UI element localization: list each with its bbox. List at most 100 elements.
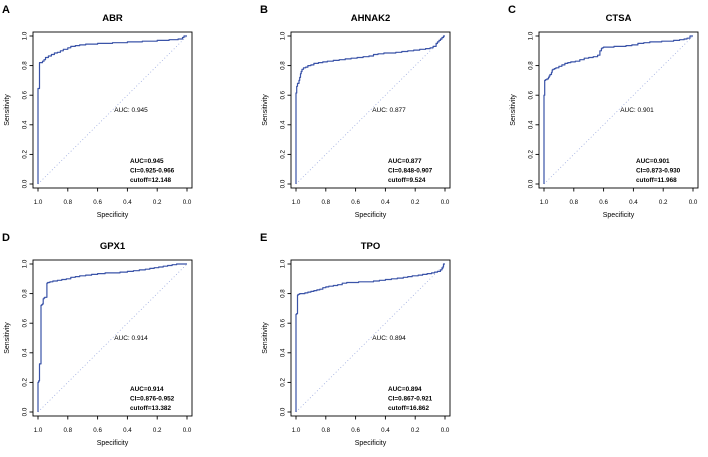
plot-box [290,31,451,189]
y-axis-tick-label: 0.2 [528,150,535,159]
x-axis-tick-label: 1.0 [34,427,43,434]
y-axis-tick-label: 1.0 [22,31,29,40]
y-axis-tick-label: 0.6 [528,90,535,99]
x-axis-tick-label: 0.8 [321,199,330,206]
roc-panel-a: A ABR 1.0 0.8 0.6 0.4 0.2 0.0 0.0 0.2 0.4 0.6 0.8 1.0… [0,0,203,229]
x-axis-tick-label: 0.4 [381,199,390,206]
stats-line: cutoff=11.968 [636,177,677,184]
x-axis-tick-label: 0.0 [183,199,192,206]
y-axis-tick-label: 1.0 [280,31,287,40]
stats-line: CI=0.873-0.930 [636,168,681,175]
x-axis-tick-label: 0.6 [93,199,102,206]
x-axis-tick-label: 0.8 [569,199,578,206]
y-axis-label: Sensitivity [262,94,269,126]
stats-line: cutoff=9.524 [388,177,426,184]
y-axis-tick-label: 0.6 [280,90,287,99]
x-axis-label: Specificity [97,212,129,219]
stats-line: AUC=0.945 [130,158,164,165]
y-axis-tick-label: 0.2 [280,378,287,387]
x-axis-label: Specificity [355,440,387,447]
x-axis-tick-label: 0.4 [629,199,638,206]
roc-curve [37,35,187,184]
x-axis-tick-label: 0.0 [441,427,450,434]
panel-letter: C [508,4,516,16]
roc-chart-svg: E TPO 1.0 0.8 0.6 0.4 0.2 0.0 0.0 0.2 0.4 0.6 0.8 1.0… [260,232,451,447]
y-axis-tick-label: 0.6 [22,318,29,327]
x-axis-tick-label: 0.6 [351,427,360,434]
roc-chart-svg: D GPX1 1.0 0.8 0.6 0.4 0.2 0.0 0.0 0.2 0.4 0.6 0.8 1.… [2,232,193,447]
y-axis-tick-label: 0.4 [528,120,535,129]
stats-line: CI=0.867-0.921 [388,396,433,403]
y-axis-tick-label: 1.0 [528,31,535,40]
x-axis-tick-label: 0.2 [659,199,668,206]
plot-box [290,259,451,417]
roc-curve [295,35,445,184]
panel-title: CTSA [606,13,632,24]
y-axis-tick-label: 0.6 [280,318,287,327]
stats-line: cutoff=12.148 [130,177,171,184]
auc-annotation: AUC: 0.894 [372,335,406,342]
y-axis-label: Sensitivity [4,322,11,354]
y-axis-tick-label: 0.2 [280,150,287,159]
y-axis-tick-label: 0.8 [22,61,29,70]
panel-title: AHNAK2 [351,13,391,24]
x-axis-tick-label: 0.8 [321,427,330,434]
y-axis-tick-label: 0.0 [22,179,29,188]
diagonal-reference-line [295,35,446,185]
roc-panel-c: C CTSA 1.0 0.8 0.6 0.4 0.2 0.0 0.0 0.2 0.4 0.6 0.8 1.… [506,0,708,229]
y-axis-tick-label: 0.8 [280,61,287,70]
stats-line: cutoff=13.382 [130,405,171,412]
x-axis-tick-label: 0.2 [411,199,420,206]
auc-annotation: AUC: 0.877 [372,107,406,114]
x-axis-tick-label: 1.0 [292,427,301,434]
panel-title: GPX1 [100,241,126,252]
stats-line: AUC=0.894 [388,386,422,393]
y-axis-tick-label: 0.0 [280,407,287,416]
x-axis-tick-label: 0.6 [351,199,360,206]
auc-annotation: AUC: 0.901 [620,107,654,114]
y-axis-tick-label: 0.8 [22,289,29,298]
roc-panel-e: E TPO 1.0 0.8 0.6 0.4 0.2 0.0 0.0 0.2 0.4 0.6 0.8 1.0… [258,228,461,457]
stats-line: cutoff=16.862 [388,405,429,412]
roc-chart-svg: A ABR 1.0 0.8 0.6 0.4 0.2 0.0 0.0 0.2 0.4 0.6 0.8 1.0… [2,4,193,219]
auc-annotation: AUC: 0.914 [114,335,148,342]
y-axis-tick-label: 0.6 [22,90,29,99]
x-axis-label: Specificity [355,212,387,219]
stats-line: AUC=0.877 [388,158,422,165]
x-axis-tick-label: 1.0 [292,199,301,206]
roc-panel-b: B AHNAK2 1.0 0.8 0.6 0.4 0.2 0.0 0.0 0.2 0.4 0.6 0.8… [258,0,461,229]
x-axis-tick-label: 0.2 [153,427,162,434]
stats-line: AUC=0.901 [636,158,670,165]
x-axis-tick-label: 0.4 [381,427,390,434]
y-axis-tick-label: 0.8 [528,61,535,70]
roc-curve [295,263,445,412]
panel-letter: E [260,232,267,244]
plot-box [32,259,193,417]
y-axis-tick-label: 0.4 [280,348,287,357]
y-axis-tick-label: 0.2 [22,378,29,387]
stats-line: AUC=0.914 [130,386,164,393]
x-axis-tick-label: 0.6 [599,199,608,206]
y-axis-tick-label: 1.0 [22,259,29,268]
y-axis-tick-label: 0.4 [22,120,29,129]
x-axis-tick-label: 1.0 [34,199,43,206]
x-axis-label: Specificity [603,212,635,219]
panel-title: TPO [361,241,381,252]
diagonal-reference-line [543,35,694,185]
y-axis-label: Sensitivity [262,322,269,354]
stats-line: CI=0.925-0.966 [130,168,175,175]
y-axis-tick-label: 0.0 [280,179,287,188]
roc-chart-svg: C CTSA 1.0 0.8 0.6 0.4 0.2 0.0 0.0 0.2 0.4 0.6 0.8 1.… [508,4,699,219]
y-axis-tick-label: 1.0 [280,259,287,268]
x-axis-tick-label: 0.8 [63,427,72,434]
x-axis-tick-label: 0.4 [123,427,132,434]
auc-annotation: AUC: 0.945 [114,107,148,114]
y-axis-label: Sensitivity [510,94,517,126]
y-axis-tick-label: 0.8 [280,289,287,298]
x-axis-tick-label: 0.4 [123,199,132,206]
y-axis-tick-label: 0.2 [22,150,29,159]
y-axis-label: Sensitivity [4,94,11,126]
x-axis-tick-label: 0.0 [183,427,192,434]
panel-letter: D [2,232,10,244]
